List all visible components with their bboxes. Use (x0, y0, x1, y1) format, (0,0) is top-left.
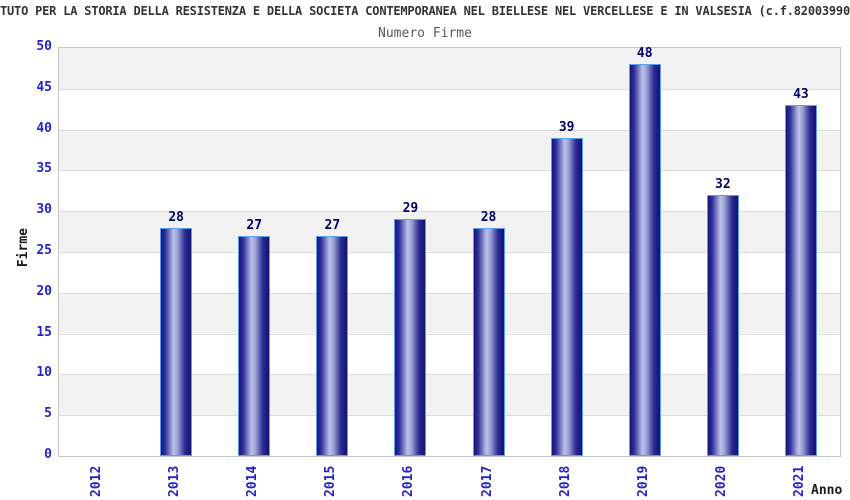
bar-value-label-2021: 43 (793, 87, 809, 103)
bar-value-label-2013: 28 (168, 209, 184, 225)
bar-value-label-2017: 28 (480, 209, 497, 225)
bar-2013 (160, 227, 193, 456)
x-tick-label-2021: 2021 (791, 465, 807, 497)
chart-subtitle: Numero Firme (378, 26, 472, 41)
y-tick-label-5: 5 (44, 406, 52, 422)
y-tick-label-50: 50 (36, 39, 52, 54)
x-tick-label-2017: 2017 (479, 465, 495, 497)
gridline (59, 211, 840, 213)
y-tick-label-35: 35 (36, 161, 52, 177)
gridline (59, 292, 840, 294)
x-tick-label-2013: 2013 (167, 465, 183, 497)
y-tick-label-45: 45 (36, 79, 52, 95)
bar-2020 (706, 194, 739, 456)
bar-2015 (316, 235, 349, 456)
bar-2016 (394, 219, 427, 456)
x-tick-label-2016: 2016 (401, 465, 417, 497)
bar-2019 (628, 64, 661, 456)
bar-value-label-2019: 48 (636, 46, 653, 62)
y-tick-label-20: 20 (36, 283, 52, 299)
y-tick-label-30: 30 (36, 202, 52, 218)
x-tick-label-2020: 2020 (713, 465, 729, 497)
bar-value-label-2014: 27 (246, 217, 263, 233)
bar-value-label-2020: 32 (715, 176, 731, 192)
gridline (59, 170, 840, 172)
plot-area: 28 27 27 29 28 39 48 32 43 (58, 46, 841, 457)
bar-2014 (238, 235, 271, 456)
x-tick-label-2012: 2012 (89, 465, 105, 497)
gridline (59, 415, 840, 417)
x-axis-title: Anno (811, 483, 843, 498)
x-tick-label-2015: 2015 (323, 465, 339, 497)
y-tick-label-25: 25 (36, 243, 52, 258)
bar-2017 (472, 227, 505, 456)
x-tick-label-2014: 2014 (245, 465, 261, 497)
page-title: TUTO PER LA STORIA DELLA RESISTENZA E DE… (0, 4, 850, 18)
y-tick-label-10: 10 (36, 365, 52, 381)
gridline (59, 374, 840, 376)
x-tick-label-2018: 2018 (557, 465, 573, 497)
bar-value-label-2015: 27 (324, 217, 341, 233)
bar-value-label-2016: 29 (402, 201, 419, 217)
gridline (59, 88, 840, 90)
gridline (59, 129, 840, 131)
gridline (59, 252, 840, 253)
bar-2018 (550, 137, 583, 456)
gridline (59, 333, 840, 335)
y-tick-label-15: 15 (36, 324, 52, 340)
y-tick-label-0: 0 (44, 447, 52, 462)
bar-2021 (784, 105, 817, 456)
y-tick-label-40: 40 (36, 120, 52, 136)
x-tick-label-2019: 2019 (635, 465, 651, 497)
bar-value-label-2018: 39 (558, 119, 575, 135)
